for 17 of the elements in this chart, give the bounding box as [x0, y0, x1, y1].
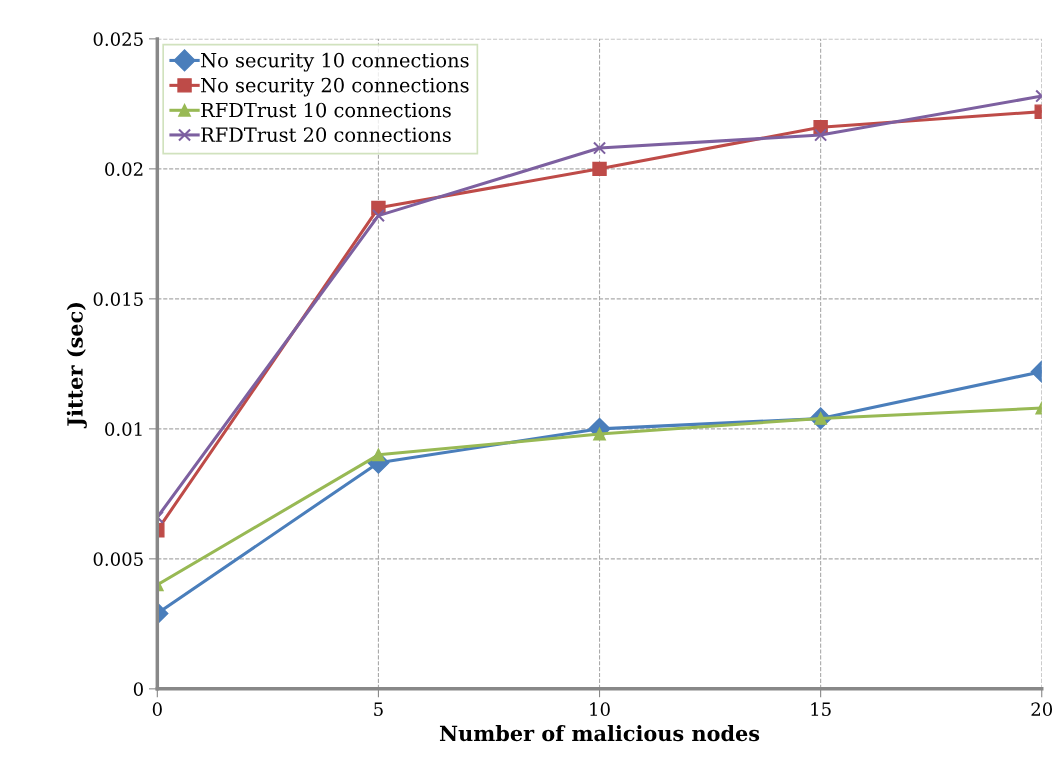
y-tick-label: 0.01 [105, 422, 142, 436]
x-tick-label: 15 [811, 702, 831, 717]
x-tick-label: 10 [590, 702, 610, 717]
x-tick-label: 5 [374, 702, 383, 717]
y-tick-label: 0.02 [105, 162, 143, 176]
legend-label: No security 20 connections [201, 77, 469, 97]
legend-label: RFDTrust 10 connections [201, 102, 451, 118]
y-tick-label: 0.015 [93, 292, 143, 306]
x-axis-title: Number of malicious nodes [439, 725, 760, 742]
y-tick-label: 0.005 [93, 552, 143, 566]
y-tick-label: 0.025 [93, 32, 143, 46]
y-axis-title: Jitter (sec) [66, 302, 87, 429]
x-tick-label: 20 [1031, 702, 1053, 717]
legend-label: No security 10 connections [201, 52, 469, 72]
x-tick-label: 0 [152, 702, 162, 717]
legend-label: RFDTrust 20 connections [201, 127, 451, 143]
y-tick-label: 0 [133, 682, 143, 696]
